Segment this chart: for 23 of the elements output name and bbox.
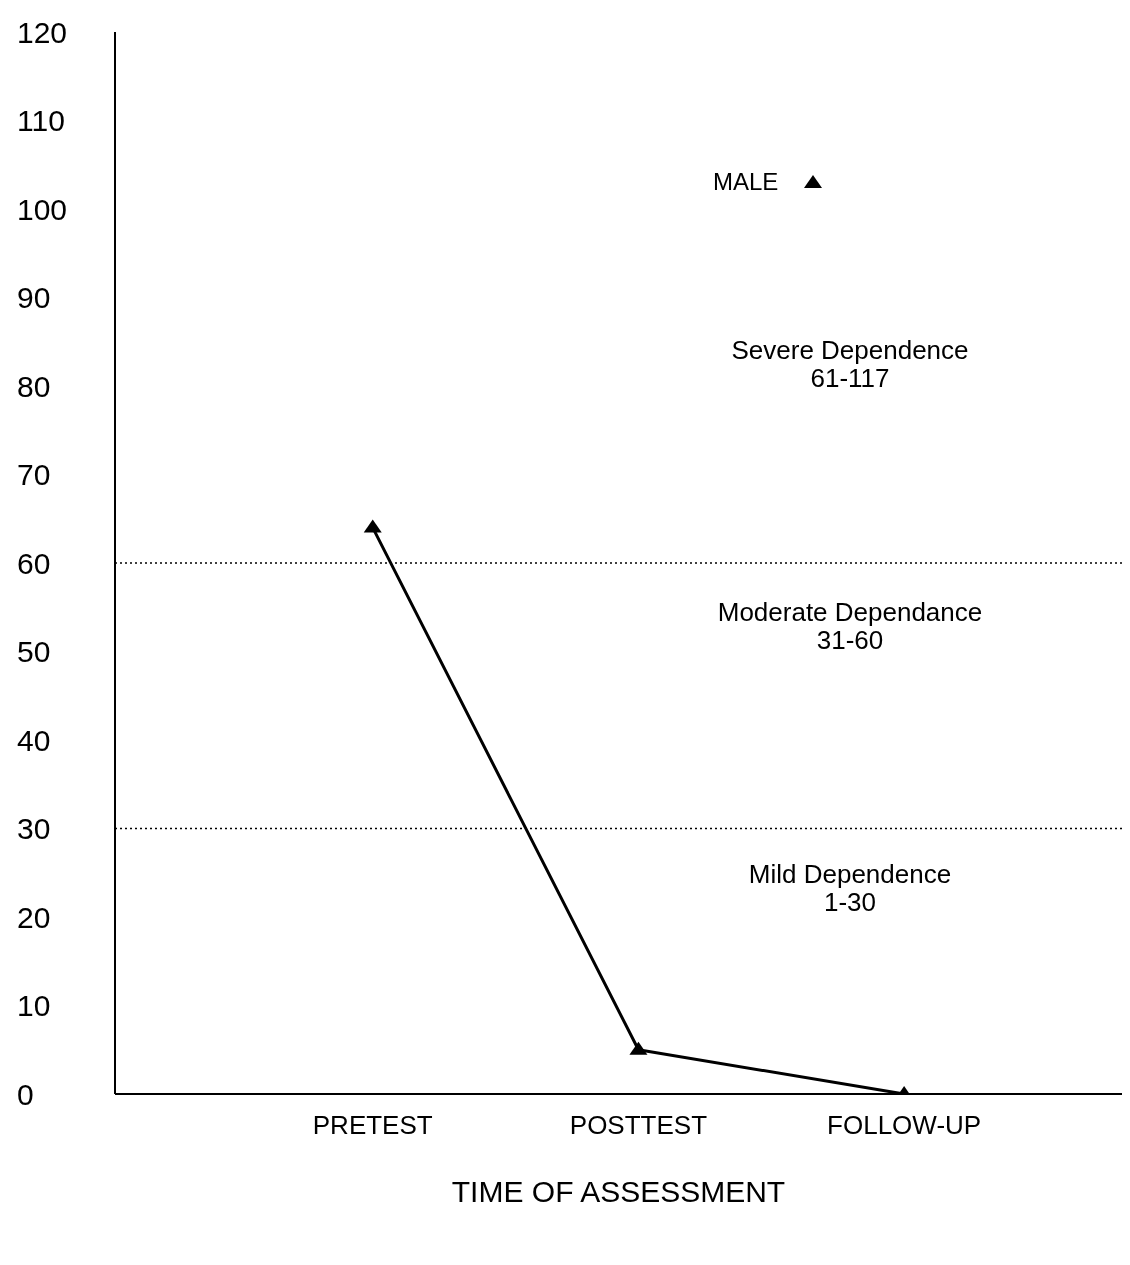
y-tick-label: 40 — [17, 723, 51, 757]
x-tick-label: FOLLOW-UP — [827, 1110, 982, 1141]
annotation: Mild Dependence 1-30 — [747, 859, 953, 917]
legend-label: MALE — [713, 168, 779, 196]
annotation: Severe Dependence 61-117 — [730, 335, 970, 393]
y-tick-label: 100 — [17, 192, 68, 226]
y-tick-label: 50 — [17, 635, 51, 669]
y-tick-label: 120 — [17, 15, 68, 49]
y-tick-label: 110 — [17, 104, 65, 138]
y-tick-label: 10 — [17, 989, 51, 1023]
y-tick-label: 80 — [17, 369, 51, 403]
y-tick-label: 20 — [17, 900, 51, 934]
annotation: Moderate Dependance 31-60 — [716, 597, 984, 655]
y-tick-label: 30 — [17, 812, 51, 846]
y-tick-label: 90 — [17, 281, 51, 315]
x-tick-label: PRETEST — [312, 1110, 433, 1141]
y-tick-label: 70 — [17, 458, 51, 492]
point — [629, 1041, 648, 1055]
point — [363, 519, 382, 533]
x-tick-label: POSTTEST — [569, 1110, 708, 1141]
y-tick-label: 60 — [17, 546, 51, 580]
x-axis-title: TIME OF ASSESSMENT — [451, 1175, 786, 1208]
y-tick-label: 0 — [17, 1077, 34, 1111]
